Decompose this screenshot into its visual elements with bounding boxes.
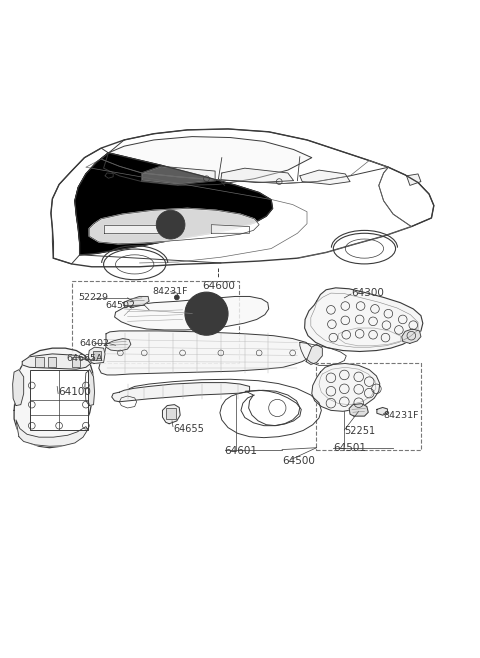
Polygon shape bbox=[300, 170, 350, 184]
Circle shape bbox=[162, 216, 179, 234]
Text: 64501: 64501 bbox=[333, 443, 366, 453]
Bar bbox=[48, 357, 56, 367]
Text: 52229: 52229 bbox=[78, 293, 108, 303]
Text: 64665A: 64665A bbox=[67, 354, 103, 363]
Polygon shape bbox=[306, 344, 323, 365]
Text: 64601: 64601 bbox=[225, 446, 258, 456]
Polygon shape bbox=[349, 403, 368, 416]
Polygon shape bbox=[142, 166, 215, 184]
Polygon shape bbox=[123, 297, 149, 307]
Polygon shape bbox=[22, 354, 91, 369]
Polygon shape bbox=[88, 347, 105, 363]
Polygon shape bbox=[89, 209, 259, 244]
Circle shape bbox=[193, 300, 220, 327]
Polygon shape bbox=[305, 288, 423, 351]
Polygon shape bbox=[312, 363, 380, 411]
Circle shape bbox=[156, 211, 185, 239]
Polygon shape bbox=[14, 348, 94, 447]
Bar bbox=[166, 409, 176, 419]
Polygon shape bbox=[402, 329, 421, 343]
Text: 84231F: 84231F bbox=[384, 411, 419, 420]
Bar bbox=[93, 351, 101, 360]
Bar bbox=[72, 357, 80, 367]
Polygon shape bbox=[407, 174, 421, 186]
Circle shape bbox=[202, 309, 211, 318]
Text: 64100: 64100 bbox=[58, 387, 91, 397]
Polygon shape bbox=[106, 339, 131, 351]
Circle shape bbox=[185, 292, 228, 335]
Text: 52251: 52251 bbox=[344, 426, 375, 436]
Polygon shape bbox=[51, 129, 434, 266]
Bar bbox=[30, 370, 88, 430]
Text: 64300: 64300 bbox=[351, 288, 384, 297]
Bar bbox=[316, 363, 421, 449]
Polygon shape bbox=[12, 370, 24, 405]
Polygon shape bbox=[104, 137, 312, 186]
Polygon shape bbox=[377, 407, 387, 415]
Text: 64602: 64602 bbox=[80, 339, 109, 348]
Bar bbox=[72, 281, 239, 363]
Text: 84231F: 84231F bbox=[152, 287, 187, 296]
Text: 64502: 64502 bbox=[105, 301, 135, 309]
Polygon shape bbox=[162, 405, 180, 424]
Polygon shape bbox=[104, 224, 163, 234]
Polygon shape bbox=[221, 168, 294, 182]
Polygon shape bbox=[99, 331, 313, 375]
Polygon shape bbox=[16, 420, 88, 446]
Text: 64500: 64500 bbox=[282, 455, 315, 466]
Polygon shape bbox=[85, 370, 95, 405]
Polygon shape bbox=[75, 153, 273, 255]
Polygon shape bbox=[112, 382, 250, 402]
Circle shape bbox=[174, 295, 179, 300]
Text: 64600: 64600 bbox=[202, 281, 235, 291]
Text: 64655: 64655 bbox=[173, 424, 204, 434]
Bar bbox=[35, 357, 44, 367]
Polygon shape bbox=[115, 297, 269, 330]
Polygon shape bbox=[211, 224, 250, 234]
